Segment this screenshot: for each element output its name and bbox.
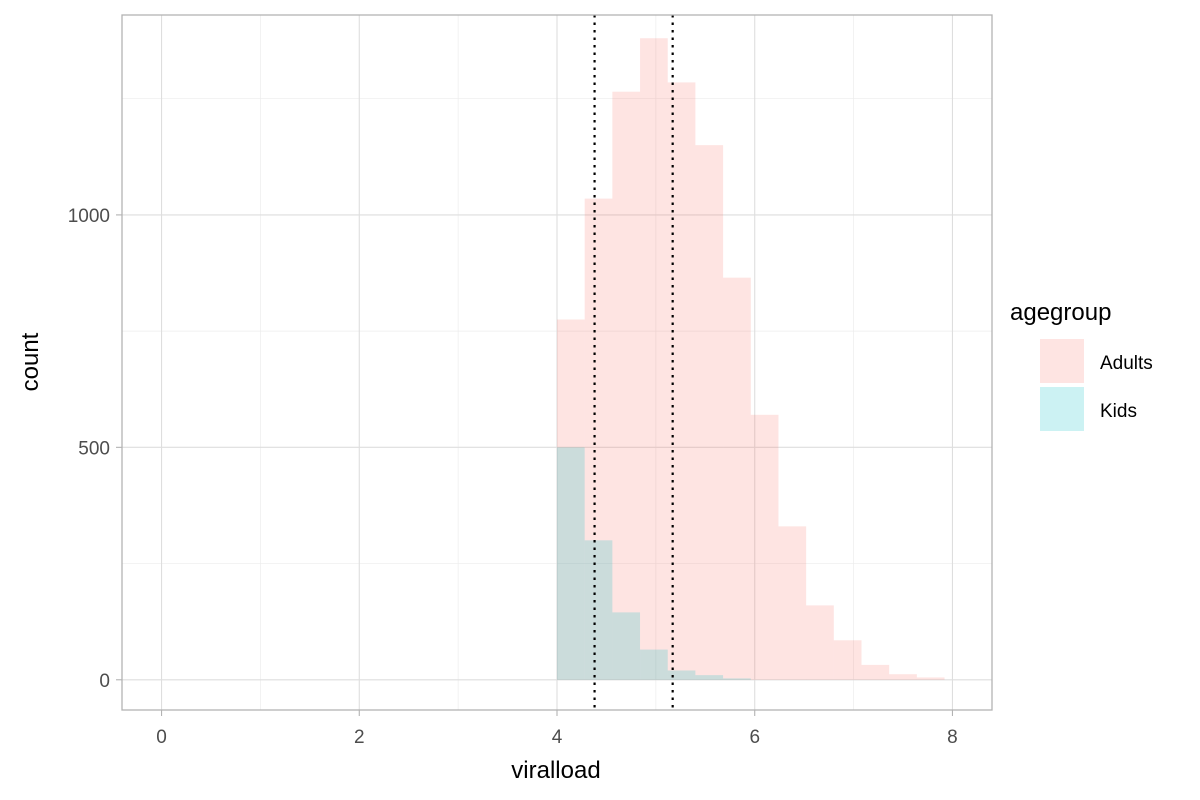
y-axis-title: count	[17, 332, 44, 391]
x-tick-label: 2	[354, 727, 365, 748]
legend-key-kids	[1040, 387, 1084, 431]
x-tick-label: 0	[156, 727, 167, 748]
adults-bar	[806, 605, 834, 679]
legend: agegroup Adults Kids	[1010, 299, 1153, 431]
legend-key-adults	[1040, 339, 1084, 383]
kids-bar	[612, 612, 640, 679]
adults-bar	[917, 677, 945, 679]
legend-label-adults: Adults	[1100, 353, 1153, 374]
adults-bar	[889, 674, 917, 680]
adults-bars	[557, 38, 945, 680]
legend-title: agegroup	[1010, 299, 1111, 326]
adults-bar	[612, 92, 640, 680]
legend-label-kids: Kids	[1100, 401, 1137, 422]
y-axis-ticks: 0 500 1000	[68, 206, 122, 692]
kids-bar	[640, 650, 668, 680]
kids-bar	[557, 447, 585, 679]
y-tick-label: 500	[78, 438, 110, 459]
y-tick-label: 1000	[68, 206, 110, 227]
adults-bar	[751, 415, 779, 680]
x-tick-label: 8	[947, 727, 958, 748]
kids-bar	[723, 678, 751, 679]
adults-bar	[668, 82, 696, 679]
x-tick-label: 4	[552, 727, 563, 748]
adults-bar	[723, 278, 751, 680]
adults-bar	[834, 640, 862, 680]
adults-bar	[695, 145, 723, 680]
x-axis-ticks: 0 2 4 6 8	[156, 710, 957, 748]
adults-bar	[862, 665, 890, 680]
kids-bar	[585, 540, 613, 679]
x-axis-title: viralload	[511, 757, 600, 784]
kids-bar	[695, 675, 723, 680]
adults-bar	[778, 526, 806, 679]
adults-bar	[640, 38, 668, 680]
x-tick-label: 6	[749, 727, 760, 748]
y-tick-label: 0	[99, 671, 110, 692]
